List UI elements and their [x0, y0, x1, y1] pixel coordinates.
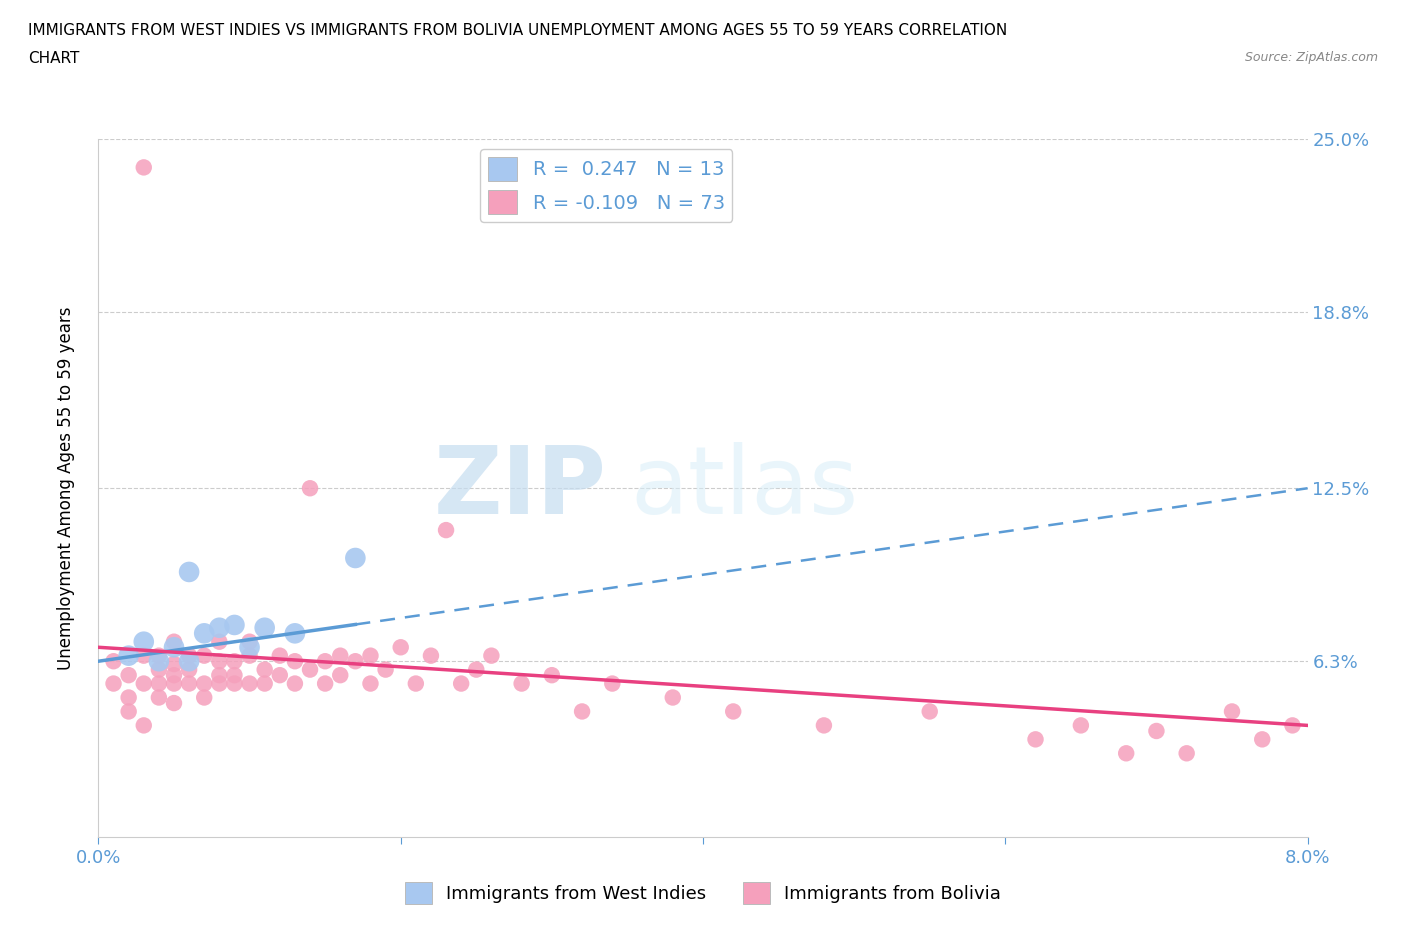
Point — [541, 668, 564, 683]
Point — [329, 648, 352, 663]
Point — [723, 704, 745, 719]
Point — [239, 634, 262, 649]
Point — [269, 648, 291, 663]
Point — [132, 676, 155, 691]
Point — [465, 662, 488, 677]
Text: Source: ZipAtlas.com: Source: ZipAtlas.com — [1244, 51, 1378, 64]
Point — [148, 676, 170, 691]
Point — [450, 676, 472, 691]
Point — [224, 654, 246, 669]
Point — [239, 676, 262, 691]
Point — [314, 654, 336, 669]
Point — [284, 676, 307, 691]
Point — [284, 626, 307, 641]
Point — [148, 654, 170, 669]
Point — [344, 551, 367, 565]
Point — [148, 648, 170, 663]
Point — [481, 648, 503, 663]
Point — [163, 696, 186, 711]
Point — [1281, 718, 1303, 733]
Point — [163, 640, 186, 655]
Point — [163, 634, 186, 649]
Point — [179, 676, 201, 691]
Point — [1070, 718, 1092, 733]
Legend: Immigrants from West Indies, Immigrants from Bolivia: Immigrants from West Indies, Immigrants … — [398, 875, 1008, 911]
Point — [132, 160, 155, 175]
Point — [329, 668, 352, 683]
Text: atlas: atlas — [630, 443, 859, 534]
Point — [208, 676, 231, 691]
Point — [193, 648, 215, 663]
Point — [208, 620, 231, 635]
Point — [239, 648, 262, 663]
Text: IMMIGRANTS FROM WEST INDIES VS IMMIGRANTS FROM BOLIVIA UNEMPLOYMENT AMONG AGES 5: IMMIGRANTS FROM WEST INDIES VS IMMIGRANT… — [28, 23, 1007, 38]
Point — [103, 676, 125, 691]
Point — [179, 662, 201, 677]
Point — [224, 676, 246, 691]
Point — [148, 690, 170, 705]
Point — [269, 668, 291, 683]
Point — [420, 648, 443, 663]
Point — [224, 618, 246, 632]
Point — [1025, 732, 1047, 747]
Point — [434, 523, 457, 538]
Point — [118, 648, 141, 663]
Point — [344, 654, 367, 669]
Point — [118, 690, 141, 705]
Point — [103, 654, 125, 669]
Point — [813, 718, 835, 733]
Point — [132, 634, 155, 649]
Point — [918, 704, 941, 719]
Point — [253, 620, 276, 635]
Point — [314, 676, 336, 691]
Point — [253, 676, 276, 691]
Point — [163, 668, 186, 683]
Point — [239, 640, 262, 655]
Point — [405, 676, 427, 691]
Point — [1251, 732, 1274, 747]
Point — [374, 662, 396, 677]
Point — [284, 654, 307, 669]
Point — [662, 690, 685, 705]
Point — [163, 676, 186, 691]
Text: CHART: CHART — [28, 51, 80, 66]
Point — [193, 626, 215, 641]
Point — [360, 676, 382, 691]
Point — [253, 662, 276, 677]
Point — [148, 662, 170, 677]
Point — [602, 676, 624, 691]
Point — [224, 668, 246, 683]
Point — [163, 657, 186, 671]
Point — [208, 668, 231, 683]
Point — [132, 718, 155, 733]
Point — [1175, 746, 1198, 761]
Point — [1220, 704, 1243, 719]
Point — [208, 634, 231, 649]
Point — [510, 676, 533, 691]
Point — [118, 704, 141, 719]
Point — [299, 662, 322, 677]
Point — [179, 654, 201, 669]
Point — [1146, 724, 1168, 738]
Point — [299, 481, 322, 496]
Point — [179, 565, 201, 579]
Point — [193, 676, 215, 691]
Point — [360, 648, 382, 663]
Point — [118, 668, 141, 683]
Point — [193, 690, 215, 705]
Y-axis label: Unemployment Among Ages 55 to 59 years: Unemployment Among Ages 55 to 59 years — [56, 307, 75, 670]
Point — [1115, 746, 1137, 761]
Point — [132, 648, 155, 663]
Point — [571, 704, 593, 719]
Point — [179, 648, 201, 663]
Point — [389, 640, 412, 655]
Point — [208, 654, 231, 669]
Text: ZIP: ZIP — [433, 443, 606, 534]
